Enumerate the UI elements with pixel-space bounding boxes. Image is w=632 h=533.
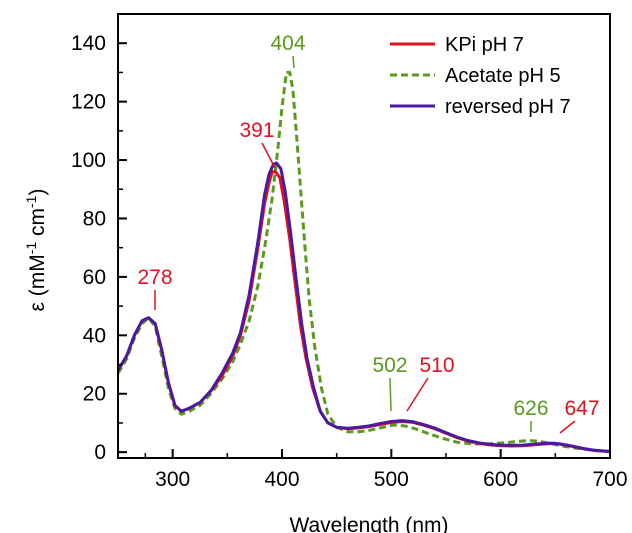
x-axis-title: Wavelength (nm) — [289, 514, 448, 533]
y-axis-title-sup2: -1 — [23, 195, 39, 208]
plot-frame — [117, 13, 611, 459]
annotation-layer: 278 391 404 502 510 626 647 — [137, 32, 600, 434]
x-tick-label: 500 — [374, 468, 409, 491]
legend-label-acetate: Acetate pH 5 — [445, 65, 561, 87]
annotation-label-626: 626 — [513, 397, 548, 420]
y-tick-label: 140 — [71, 32, 106, 55]
x-tick-label: 700 — [592, 468, 627, 491]
y-axis-title-middle: cm — [26, 208, 49, 242]
axes-layer: 300 400 500 600 700 0 20 40 60 80 100 120 140 — [71, 13, 628, 491]
annotation-label-510: 510 — [419, 354, 454, 377]
annotation-label-278: 278 — [137, 266, 172, 289]
annotation-leader-510 — [406, 377, 429, 412]
y-tick-label: 120 — [71, 91, 106, 114]
annotation-leader-647 — [559, 420, 576, 434]
annotation-label-391: 391 — [239, 119, 274, 142]
legend: KPi pH 7 Acetate pH 5 reversed pH 7 — [390, 34, 571, 118]
y-tick-label: 0 — [94, 441, 106, 464]
annotation-leader-502 — [389, 377, 392, 412]
y-tick-label: 100 — [71, 149, 106, 172]
y-tick-label: 60 — [83, 266, 106, 289]
annotation-label-404: 404 — [270, 32, 305, 55]
annotation-label-647: 647 — [564, 397, 599, 420]
y-axis-title-prefix: ε (mM — [26, 254, 49, 311]
y-axis-title-suffix: ) — [26, 189, 49, 196]
x-tick-label: 600 — [483, 468, 518, 491]
legend-label-kpi: KPi pH 7 — [445, 34, 524, 56]
y-axis-title: ε (mM-1 cm-1) — [23, 189, 49, 312]
series-layer — [118, 70, 610, 454]
y-axis-title-sup1: -1 — [23, 242, 39, 255]
legend-label-reversed: reversed pH 7 — [445, 96, 571, 118]
y-tick-label: 40 — [83, 324, 106, 347]
y-tick-label: 20 — [83, 383, 106, 406]
y-tick-label: 80 — [83, 207, 106, 230]
annotation-label-502: 502 — [372, 354, 407, 377]
annotation-leader-404 — [292, 55, 295, 69]
series-line-reversed — [118, 161, 610, 453]
series-line-acetate — [118, 70, 610, 454]
x-tick-label: 400 — [264, 468, 299, 491]
annotation-leader-391 — [261, 142, 276, 169]
x-tick-label: 300 — [155, 468, 190, 491]
